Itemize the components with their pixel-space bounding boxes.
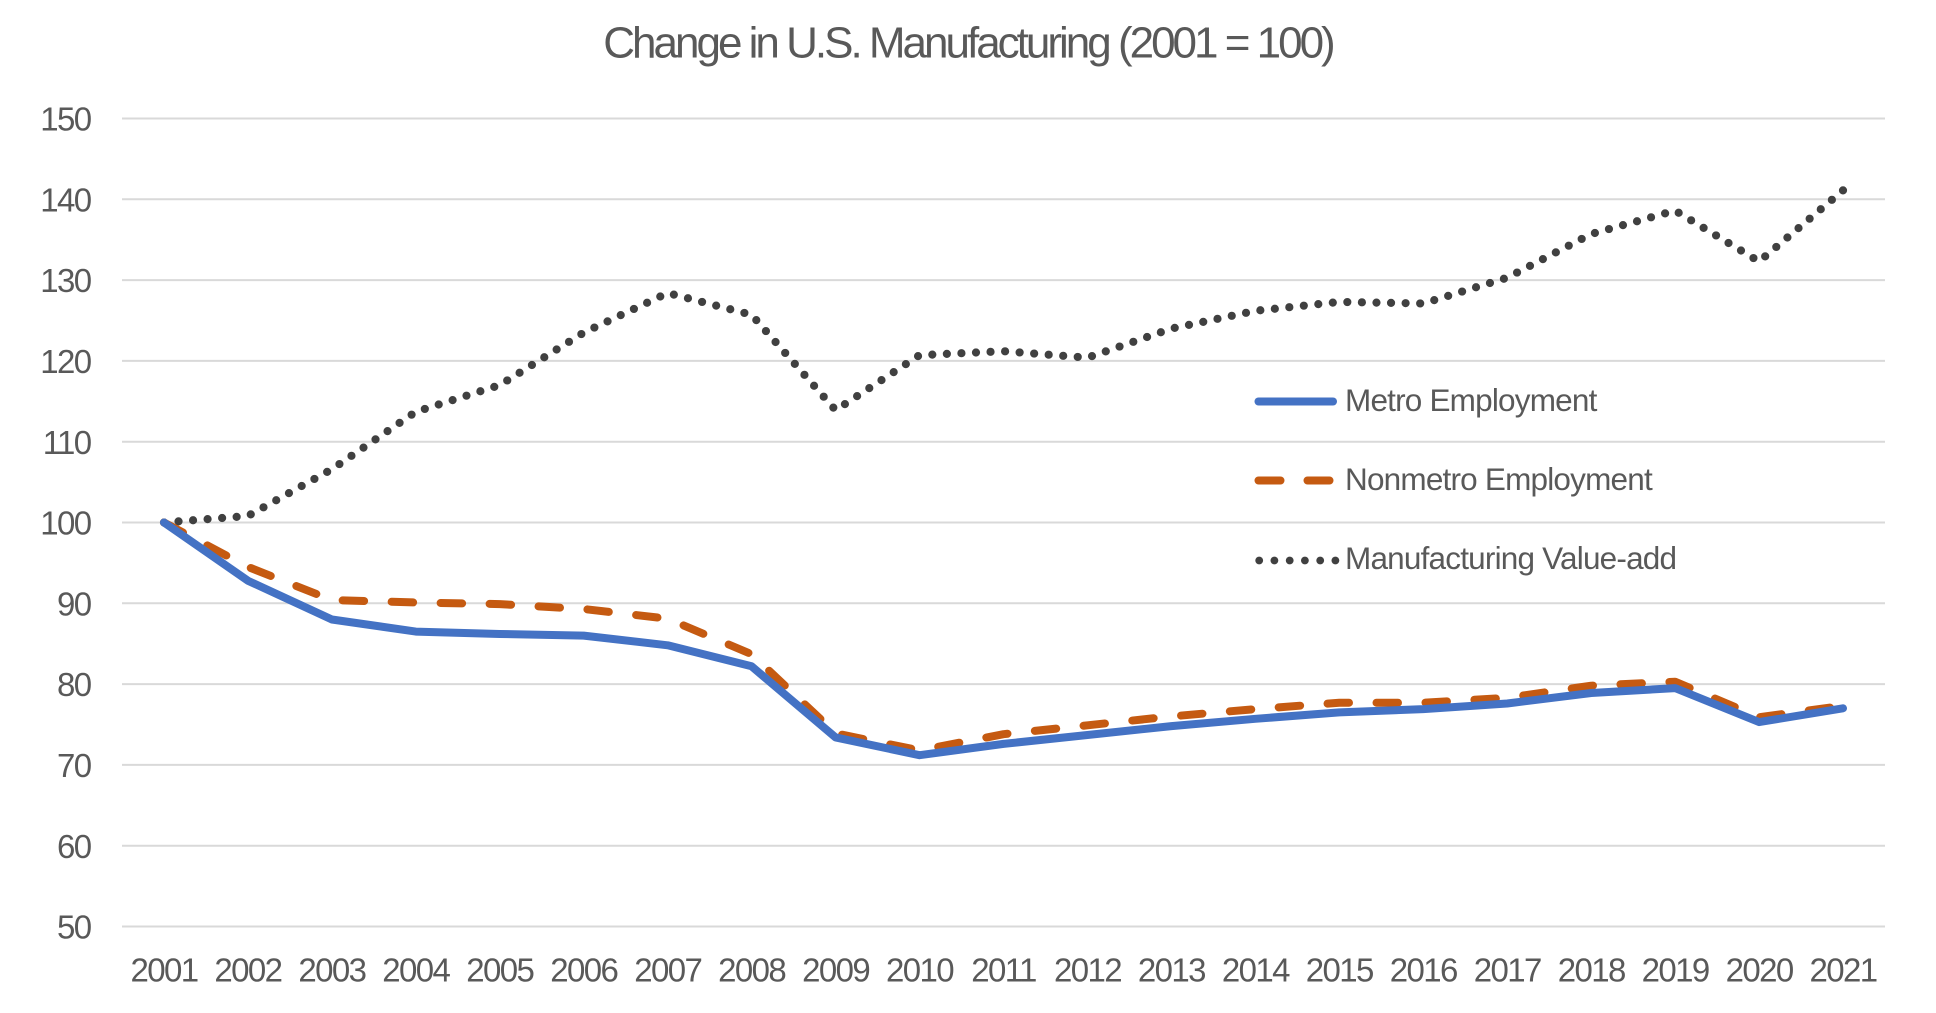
svg-text:2021: 2021 [1809, 952, 1876, 989]
svg-text:2006: 2006 [550, 952, 617, 989]
svg-text:130: 130 [40, 262, 92, 299]
svg-text:50: 50 [57, 909, 92, 946]
svg-text:Manufacturing Value-add: Manufacturing Value-add [1345, 540, 1676, 576]
svg-text:2013: 2013 [1138, 952, 1205, 989]
svg-text:2017: 2017 [1474, 952, 1541, 989]
svg-text:60: 60 [57, 828, 92, 865]
svg-text:110: 110 [43, 424, 92, 461]
svg-text:2011: 2011 [971, 952, 1036, 989]
svg-text:2008: 2008 [718, 952, 785, 989]
svg-text:80: 80 [57, 666, 92, 703]
svg-text:100: 100 [40, 505, 92, 542]
svg-text:2009: 2009 [802, 952, 869, 989]
svg-text:2012: 2012 [1054, 952, 1121, 989]
svg-text:2001: 2001 [130, 952, 197, 989]
svg-text:90: 90 [57, 585, 92, 622]
svg-text:2010: 2010 [886, 952, 954, 989]
svg-text:120: 120 [40, 343, 92, 380]
svg-text:2015: 2015 [1306, 952, 1373, 989]
svg-text:2014: 2014 [1222, 952, 1290, 989]
svg-text:2003: 2003 [298, 952, 365, 989]
svg-text:150: 150 [40, 101, 92, 138]
svg-text:2020: 2020 [1726, 952, 1794, 989]
svg-text:2002: 2002 [214, 952, 281, 989]
svg-text:2018: 2018 [1558, 952, 1625, 989]
svg-text:2016: 2016 [1390, 952, 1457, 989]
svg-text:Change in U.S. Manufacturing (: Change in U.S. Manufacturing (2001 = 100… [603, 19, 1333, 68]
svg-text:2019: 2019 [1642, 952, 1709, 989]
svg-text:Nonmetro Employment: Nonmetro Employment [1345, 461, 1653, 497]
svg-text:2007: 2007 [634, 952, 701, 989]
svg-text:Metro Employment: Metro Employment [1345, 382, 1598, 418]
svg-text:140: 140 [40, 181, 92, 218]
svg-text:2004: 2004 [382, 952, 450, 989]
svg-text:2005: 2005 [466, 952, 533, 989]
svg-text:70: 70 [57, 747, 92, 784]
